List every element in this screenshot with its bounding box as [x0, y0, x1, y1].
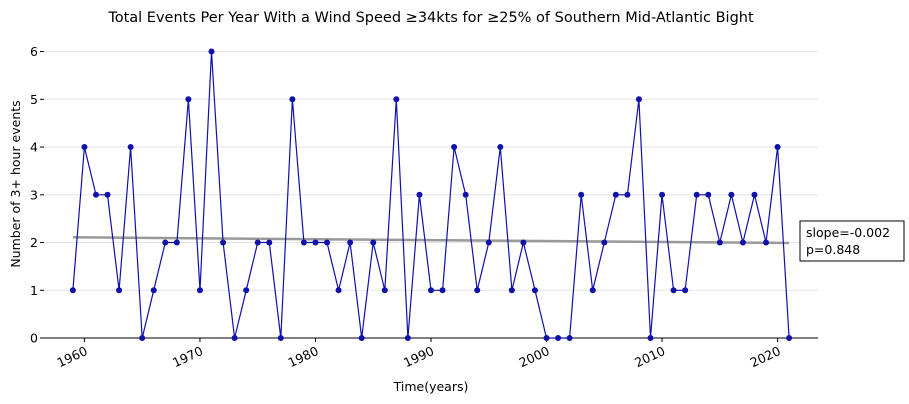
x-tick-label: 1960 [55, 343, 90, 370]
data-point [416, 191, 423, 198]
data-point [739, 239, 746, 246]
data-point [162, 239, 169, 246]
x-axis-label: Time(years) [393, 379, 469, 394]
y-tick-label: 3 [30, 187, 38, 202]
data-point [254, 239, 261, 246]
data-point [774, 144, 781, 151]
data-point [324, 239, 331, 246]
data-point [428, 287, 434, 294]
axes: 0 1 2 3 4 5 6 1960 1970 1980 1990 2000 2010 2020 [30, 44, 818, 370]
data-point [531, 287, 538, 294]
data-point [578, 191, 585, 198]
data-point [81, 144, 88, 151]
data-point [150, 287, 157, 294]
data-point [705, 191, 712, 198]
data-point [220, 239, 227, 246]
x-tick-label: 2020 [748, 343, 783, 370]
data-point [682, 287, 689, 294]
x-tick-label: 1970 [170, 343, 205, 370]
data-point [439, 287, 446, 294]
x-tick-label: 1980 [286, 343, 321, 370]
data-point [647, 335, 654, 341]
data-point [451, 144, 458, 151]
data-point [243, 287, 250, 294]
data-point [173, 239, 180, 246]
stats-annotation: slope=-0.002 p=0.848 [799, 220, 905, 262]
data-point [127, 144, 134, 151]
data-point [266, 239, 273, 246]
data-point [139, 335, 146, 341]
data-point [335, 287, 342, 294]
data-point [612, 191, 619, 198]
data-point [69, 287, 76, 294]
y-tick-label: 4 [30, 140, 38, 155]
data-point [508, 287, 515, 294]
chart-title: Total Events Per Year With a Wind Speed … [107, 10, 754, 26]
gridlines [44, 51, 818, 291]
data-point [566, 335, 573, 341]
data-point [693, 191, 700, 198]
x-tick-label: 2000 [517, 343, 552, 370]
data-point [300, 239, 307, 246]
data-point [555, 335, 562, 341]
data-point [231, 335, 238, 341]
y-tick-label: 5 [30, 92, 38, 107]
data-point [716, 239, 723, 246]
data-point [358, 335, 365, 341]
data-point [635, 96, 642, 103]
data-point [497, 144, 504, 151]
y-tick-label: 0 [30, 331, 38, 346]
data-point [624, 191, 631, 198]
data-point [462, 191, 469, 198]
data-point [659, 191, 666, 198]
data-point [381, 287, 388, 294]
data-point [474, 287, 481, 294]
series-group [69, 48, 793, 341]
data-point [751, 191, 758, 198]
data-point [289, 96, 296, 103]
data-point [347, 239, 354, 246]
data-point [185, 96, 192, 103]
data-point [786, 335, 793, 341]
data-point [312, 239, 319, 246]
data-point [208, 48, 215, 55]
data-point [485, 239, 492, 246]
data-point [404, 335, 411, 341]
data-point [116, 287, 123, 294]
data-point [763, 239, 770, 246]
data-point [104, 191, 111, 198]
y-tick-label: 1 [30, 283, 38, 298]
data-point [728, 191, 735, 198]
data-point [370, 239, 377, 246]
annotation-box [799, 220, 905, 262]
data-point [601, 239, 608, 246]
annotation-p-value: p=0.848 [806, 242, 860, 257]
x-tick-label: 1990 [401, 343, 436, 370]
data-point [196, 287, 203, 294]
annotation-slope: slope=-0.002 [806, 225, 890, 240]
data-point [520, 239, 527, 246]
data-point [277, 335, 284, 341]
data-point [589, 287, 596, 294]
trend-line [72, 236, 790, 245]
trend-line-group [72, 236, 790, 245]
data-point [543, 335, 550, 341]
y-tick-label: 6 [30, 44, 38, 59]
y-axis-label: Number of 3+ hour events [8, 100, 23, 267]
data-point [92, 191, 99, 198]
y-tick-label: 2 [30, 235, 38, 250]
data-point [393, 96, 400, 103]
data-point [670, 287, 677, 294]
x-tick-label: 2010 [632, 343, 667, 370]
